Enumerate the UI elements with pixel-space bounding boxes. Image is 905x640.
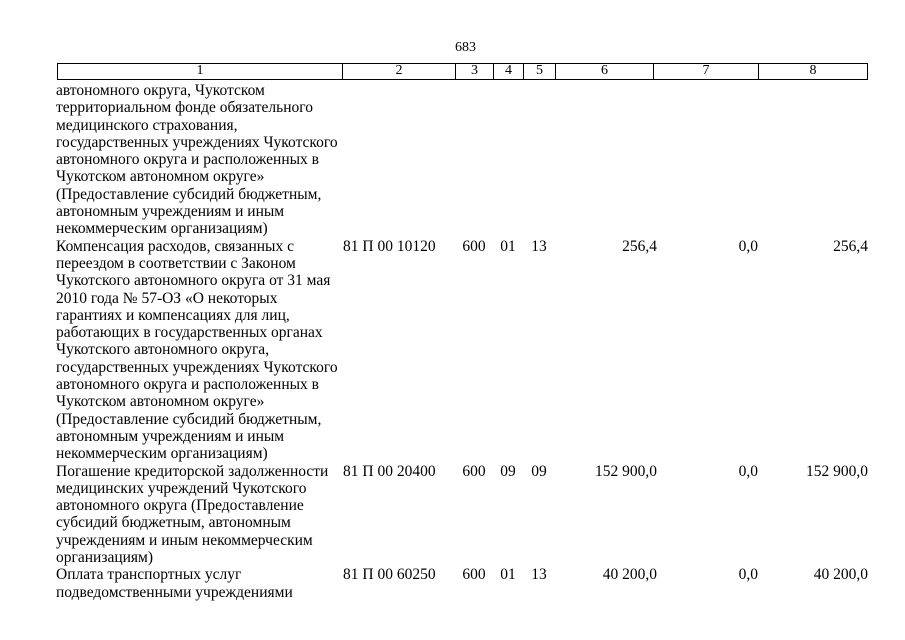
cell-1: Погашение кредиторской задолженности меди…	[56, 463, 342, 567]
text-line: государственных учреждениях Чукотского	[56, 358, 338, 376]
cell-2: 81 П 00 60250	[343, 566, 436, 584]
table-row: автономного округа, Чукотском территориал…	[56, 82, 868, 238]
text-line: Чукотского автономного округа от 31 мая	[56, 272, 331, 290]
text-line: автономного округа, Чукотском	[56, 82, 265, 99]
text-line: субсидий бюджетным, автономным	[56, 514, 291, 532]
text-line: автономного округа и расположенных в	[56, 376, 319, 394]
cell-7: 0,0	[738, 566, 758, 584]
text-line: автономного округа (Предоставление	[56, 497, 304, 515]
cell-5: 13	[531, 237, 547, 255]
text-line: автономным учреждениям и иным	[56, 203, 285, 221]
header-cell-6: 6	[556, 64, 654, 79]
text-line: (Предоставление субсидий бюджетным,	[56, 410, 322, 428]
cell-7: 0,0	[738, 462, 758, 480]
text-line: некоммерческим организациям)	[56, 445, 268, 463]
text-line: работающих в государственных органах	[56, 324, 323, 342]
cell-8: 152 900,0	[806, 462, 868, 480]
cell-4: 01	[500, 237, 516, 255]
cell-8: 40 200,0	[813, 566, 868, 584]
text-line: переездом в соответствии с Законом	[56, 254, 296, 272]
cell-1: Компенсация расходов, связанных с переезд…	[56, 238, 342, 463]
header-cell-7: 7	[654, 64, 759, 79]
cell-1: Оплата транспортных услуг подведомственны…	[56, 566, 342, 601]
cell-6: 152 900,0	[595, 462, 657, 480]
text-line: медицинских учреждений Чукотского	[56, 479, 307, 497]
header-cell-8: 8	[809, 64, 817, 78]
text-line: 2010 года № 57-ОЗ «О некоторых	[56, 289, 278, 307]
text-line: гарантиях и компенсациях для лиц,	[56, 306, 290, 324]
cell-8: 256,4	[833, 237, 868, 255]
text-line: территориальном фонде обязательного	[56, 99, 313, 117]
text-line: подведомственными учреждениями	[56, 583, 293, 601]
text-line: государственных учреждениях Чукотского	[56, 133, 338, 151]
text-line: Чукотском автономном округе»	[56, 393, 265, 411]
text-line: (Предоставление субсидий бюджетным,	[56, 185, 322, 203]
text-line: Чукотского автономного округа,	[56, 341, 270, 359]
text-line: Чукотском автономном округе»	[56, 168, 265, 186]
cell-6: 256,4	[622, 237, 657, 255]
header-cell-5: 5	[524, 64, 556, 79]
text-line: медицинского страхования,	[56, 116, 238, 134]
text-line: организациям)	[56, 549, 154, 567]
cell-4: 01	[500, 566, 516, 584]
text-line: Оплата транспортных услуг	[56, 566, 242, 584]
text-line: учреждениям и иным некоммерческим	[56, 531, 313, 549]
table-row: Компенсация расходов, связанных с переезд…	[56, 238, 868, 463]
cell-5: 09	[531, 462, 547, 480]
table-header-row: 1 2 3 4 5 6 7 8	[57, 63, 868, 80]
table-row: Погашение кредиторской задолженности меди…	[56, 463, 868, 567]
header-cell-1: 1	[58, 64, 343, 79]
text-line: некоммерческим организациям)	[56, 220, 268, 238]
cell-3: 600	[462, 462, 486, 480]
cell-7: 0,0	[738, 237, 758, 255]
header-cell-2: 2	[343, 64, 456, 79]
text-line: Компенсация расходов, связанных с	[56, 237, 294, 255]
cell-2: 81 П 00 20400	[343, 462, 436, 480]
page-number: 683	[455, 40, 476, 55]
cell-3: 600	[462, 237, 486, 255]
table-row: Оплата транспортных услуг подведомственны…	[56, 566, 868, 601]
cell-1: автономного округа, Чукотском территориал…	[56, 82, 342, 238]
cell-3: 600	[462, 566, 486, 584]
cell-2: 81 П 00 10120	[343, 237, 436, 255]
header-cell-3: 3	[456, 64, 494, 79]
cell-6: 40 200,0	[602, 566, 657, 584]
text-line: Погашение кредиторской задолженности	[56, 462, 329, 480]
header-cell-4: 4	[494, 64, 524, 79]
cell-5: 13	[531, 566, 547, 584]
table-body: автономного округа, Чукотском территориал…	[56, 82, 868, 601]
text-line: автономным учреждениям и иным	[56, 427, 285, 445]
cell-4: 09	[500, 462, 516, 480]
text-line: автономного округа и расположенных в	[56, 151, 319, 169]
